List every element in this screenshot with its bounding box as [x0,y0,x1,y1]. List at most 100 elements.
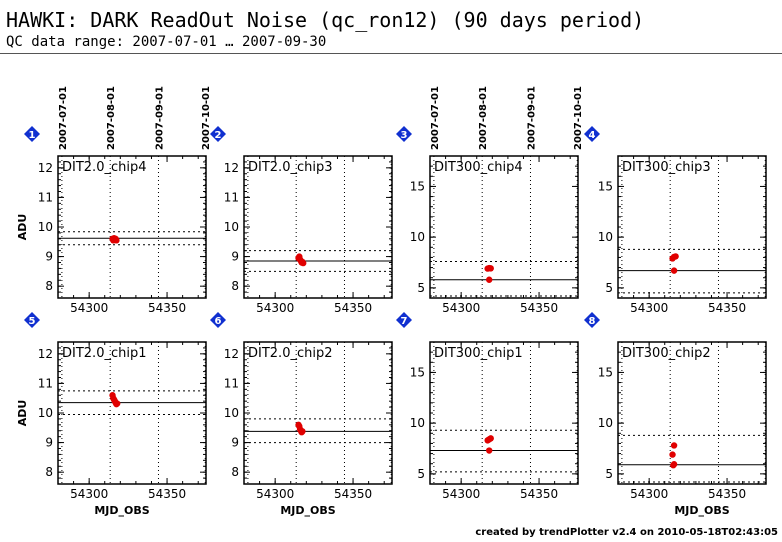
page-subtitle: QC data range: 2007-07-01 … 2007-09-30 [6,34,327,50]
y-tick-label: 12 [38,347,53,361]
x-axis-label: MJD_OBS [280,504,335,517]
x-tick-label: 54350 [520,487,558,501]
x-axis-label: MJD_OBS [674,504,729,517]
x-tick-label: 54350 [520,301,558,315]
index-badge-label: 6 [215,316,222,327]
y-tick-label: 11 [224,376,239,390]
data-point [114,400,121,407]
index-badge-label: 8 [589,316,596,327]
data-point [299,428,306,435]
index-badge-icon [210,126,226,142]
x-tick-label: 54300 [630,487,668,501]
date-tick-label: 2007-09-01 [154,86,165,150]
y-tick-label: 9 [231,436,239,450]
index-badge-label: 7 [401,316,408,327]
panel-title: DIT2.0_chip2 [248,346,332,361]
y-tick-label: 9 [231,250,239,264]
x-tick-label: 54350 [334,301,372,315]
x-tick-label: 54300 [256,301,294,315]
y-tick-label: 10 [410,416,425,430]
y-tick-label: 11 [38,190,53,204]
plot-frame [57,341,207,485]
y-tick-label: 15 [598,365,613,379]
y-tick-label: 10 [224,220,239,234]
plot-frame [243,155,393,299]
plot-frame [243,341,393,485]
panel-title: DIT300_chip2 [622,346,711,361]
y-tick-label: 8 [231,465,239,479]
data-point [672,253,679,260]
plot-frame [617,155,767,299]
date-tick-label: 2007-09-01 [526,86,537,150]
date-tick-label: 2007-10-01 [201,86,212,150]
panel-title: DIT300_chip3 [622,160,711,175]
index-badge-icon [584,126,600,142]
x-tick-label: 54350 [148,301,186,315]
x-tick-label: 54300 [70,487,108,501]
x-tick-label: 54350 [708,301,746,315]
data-point [670,442,678,449]
panel-title: DIT2.0_chip3 [248,160,332,175]
x-tick-label: 54300 [256,487,294,501]
y-tick-label: 10 [38,406,53,420]
y-tick-label: 10 [38,220,53,234]
data-point [113,237,120,244]
x-tick-label: 54350 [148,487,186,501]
page-title: HAWKI: DARK ReadOut Noise (qc_ron12) (90… [6,8,645,32]
y-tick-label: 10 [598,230,613,244]
data-point [487,435,494,442]
footer-credit: created by trendPlotter v2.4 on 2010-05-… [475,527,778,538]
y-tick-label: 12 [224,161,239,175]
x-tick-label: 54300 [70,301,108,315]
date-tick-label: 2007-08-01 [478,86,489,150]
index-badge-label: 1 [29,130,36,141]
y-tick-label: 5 [417,467,425,481]
y-tick-label: 5 [417,281,425,295]
panel-title: DIT300_chip4 [434,160,523,175]
y-tick-label: 12 [38,161,53,175]
data-point [300,259,307,267]
data-point [669,451,676,458]
y-tick-label: 8 [231,279,239,293]
index-badge-icon [210,312,226,328]
data-point [670,267,678,274]
x-tick-label: 54350 [708,487,746,501]
x-axis-label: MJD_OBS [94,504,149,517]
data-point [486,276,493,283]
plot-frame [617,341,767,485]
index-badge-icon [584,312,600,328]
index-badge-icon [24,126,40,142]
x-tick-label: 54350 [334,487,372,501]
y-axis-label: ADU [16,214,29,241]
y-tick-label: 5 [605,281,613,295]
y-tick-label: 12 [224,347,239,361]
y-tick-label: 11 [224,190,239,204]
date-tick-label: 2007-10-01 [573,86,584,150]
x-tick-label: 54300 [630,301,668,315]
plot-frame [57,155,207,299]
panel-title: DIT2.0_chip1 [62,346,146,361]
index-badge-label: 5 [29,316,36,327]
plot-frame [429,341,579,485]
x-tick-label: 54300 [442,487,480,501]
data-point [487,265,494,272]
y-tick-label: 10 [598,416,613,430]
index-badge-icon [24,312,40,328]
date-tick-label: 2007-07-01 [430,86,441,150]
index-badge-label: 2 [215,130,222,141]
y-tick-label: 15 [410,365,425,379]
y-tick-label: 10 [224,406,239,420]
date-tick-label: 2007-07-01 [58,86,69,150]
y-tick-label: 5 [605,467,613,481]
index-badge-label: 4 [589,130,596,141]
y-tick-label: 10 [410,230,425,244]
panel-title: DIT300_chip1 [434,346,523,361]
data-point [486,447,493,454]
y-tick-label: 9 [45,250,53,264]
index-badge-label: 3 [401,130,408,141]
index-badge-icon [396,312,412,328]
y-tick-label: 11 [38,376,53,390]
header-divider [0,53,782,54]
y-tick-label: 9 [45,436,53,450]
